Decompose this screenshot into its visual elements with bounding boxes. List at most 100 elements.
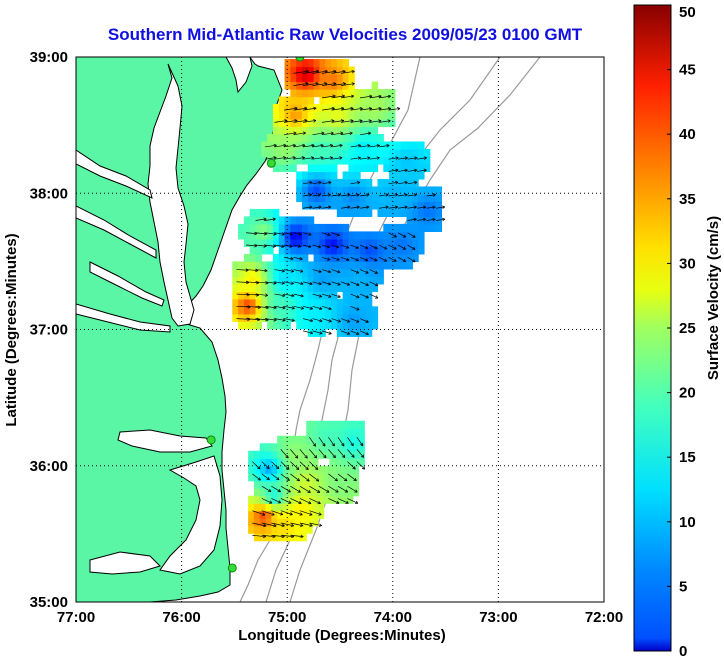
field-cell: [319, 118, 326, 128]
velocity-arrow-head: [356, 245, 359, 249]
velocity-arrow-head: [395, 182, 399, 185]
velocity-arrow: [321, 157, 333, 160]
field-cell: [284, 118, 291, 128]
velocity-arrow-head: [413, 218, 417, 222]
field-cell: [331, 141, 338, 150]
velocity-arrow-head: [327, 284, 331, 286]
velocity-arrow-head: [375, 295, 379, 299]
field-cell: [294, 518, 301, 527]
velocity-arrow-head: [303, 132, 306, 135]
field-cell: [371, 104, 379, 113]
velocity-arrow: [388, 194, 398, 197]
velocity-arrow-head: [319, 331, 323, 334]
velocity-arrow-head: [360, 456, 364, 458]
field-cell: [341, 488, 348, 497]
velocity-arrow-head: [329, 143, 333, 146]
field-cell: [312, 450, 319, 459]
field-cell: [346, 480, 354, 489]
field-cell: [394, 163, 402, 173]
velocity-arrow: [264, 305, 277, 309]
field-cell: [267, 148, 274, 158]
field-cell: [365, 156, 373, 165]
field-cell: [354, 193, 361, 203]
field-cell: [336, 118, 344, 128]
field-cell: [342, 276, 350, 285]
field-cell: [371, 186, 379, 195]
field-cell: [335, 465, 342, 474]
velocity-arrow-head: [347, 194, 351, 197]
velocity-arrow: [312, 83, 328, 86]
field-cell: [360, 276, 367, 285]
field-cell: [342, 178, 350, 188]
field-cell: [272, 313, 280, 322]
field-cell: [383, 193, 390, 203]
velocity-arrow-head: [337, 193, 341, 195]
velocity-arrow: [264, 144, 277, 148]
velocity-arrow: [309, 510, 322, 516]
field-cell: [335, 473, 342, 482]
velocity-arrow-head: [317, 246, 321, 249]
field-cell: [360, 261, 367, 270]
velocity-arrow-head: [309, 180, 313, 183]
velocity-arrow: [350, 120, 363, 123]
velocity-arrow-head: [394, 193, 398, 195]
field-cell: [342, 201, 350, 210]
velocity-arrow-head: [441, 205, 446, 208]
field-cell: [272, 268, 280, 277]
field-cell: [249, 238, 257, 247]
velocity-arrow: [312, 281, 322, 285]
velocity-arrow: [347, 498, 359, 504]
field-cell: [284, 223, 291, 232]
field-cell: [336, 156, 344, 165]
field-cell: [255, 306, 262, 315]
field-cell: [243, 268, 251, 277]
field-cell: [360, 321, 367, 330]
field-cell: [272, 104, 280, 113]
field-cell: [342, 208, 350, 218]
field-cell: [342, 141, 350, 150]
velocity-arrow: [337, 473, 348, 482]
colorbar-tick-label: 30: [679, 255, 696, 272]
velocity-arrow-head: [385, 194, 389, 197]
field-cell: [259, 488, 267, 497]
colorbar-tick-label: 10: [679, 514, 696, 531]
velocity-arrow-head: [254, 245, 258, 248]
velocity-arrow: [261, 510, 275, 516]
field-cell: [325, 156, 332, 165]
field-cell: [307, 118, 315, 128]
velocity-arrow: [274, 293, 286, 297]
velocity-arrow-head: [273, 143, 277, 146]
field-cell: [278, 238, 286, 247]
field-cell: [360, 238, 367, 247]
velocity-arrow-head: [356, 331, 360, 335]
velocity-arrow-head: [363, 466, 366, 470]
field-cell: [325, 276, 332, 285]
field-cell: [354, 238, 361, 247]
velocity-arrow: [350, 145, 361, 148]
velocity-arrow: [331, 70, 346, 74]
velocity-arrow-head: [318, 271, 322, 274]
velocity-arrow-head: [290, 512, 293, 515]
field-cell: [249, 223, 257, 232]
field-cell: [259, 480, 267, 489]
velocity-arrow: [264, 318, 277, 321]
velocity-arrow-head: [284, 119, 288, 121]
field-cell: [383, 186, 390, 195]
velocity-arrow-head: [318, 514, 322, 516]
field-cell: [348, 104, 355, 113]
velocity-arrow-head: [376, 144, 380, 146]
velocity-arrow: [350, 157, 361, 160]
field-cell: [365, 163, 373, 173]
field-cell: [319, 126, 326, 135]
field-cell: [325, 238, 332, 247]
velocity-arrow-head: [310, 306, 314, 310]
velocity-arrow-head: [328, 294, 332, 298]
field-cell: [253, 533, 261, 542]
velocity-arrow-head: [288, 489, 291, 493]
velocity-arrow: [312, 293, 322, 297]
x-tick-label: 74:00: [374, 609, 412, 626]
field-cell: [400, 193, 408, 203]
field-cell: [319, 231, 326, 240]
field-cell: [261, 246, 268, 255]
